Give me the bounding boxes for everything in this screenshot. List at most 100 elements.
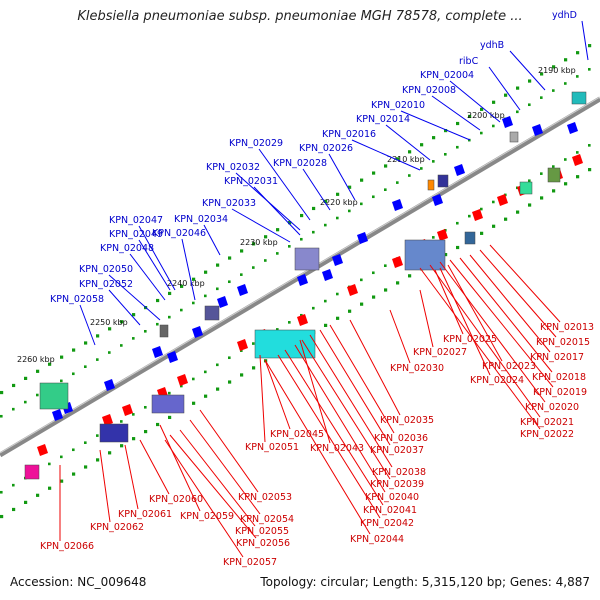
scale-tick-dot bbox=[168, 391, 171, 395]
scale-tick-dot bbox=[84, 365, 87, 368]
scale-tick-dot bbox=[480, 231, 484, 235]
upper-gene-leader bbox=[181, 238, 196, 301]
lower-gene-leader bbox=[164, 439, 244, 558]
scale-tick-dot bbox=[564, 182, 568, 186]
lower-gene-label: KPN_02038 bbox=[372, 467, 426, 478]
scale-tick-dot bbox=[336, 292, 339, 296]
scale-tick-dot bbox=[456, 145, 459, 149]
scale-tick-dot bbox=[324, 199, 328, 203]
scale-tick-dot bbox=[0, 390, 4, 395]
upper-gene-label: KPN_02052 bbox=[79, 279, 133, 290]
lower-gene-label: KPN_02066 bbox=[40, 541, 94, 552]
scale-tick-dot bbox=[564, 158, 567, 161]
upper-gene-label: KPN_02031 bbox=[224, 176, 278, 187]
upper-gene-leader bbox=[231, 208, 291, 243]
scale-tick-dot bbox=[204, 270, 208, 274]
lower-gene-label: KPN_02015 bbox=[536, 337, 590, 348]
scale-tick-dot bbox=[204, 370, 207, 374]
scale-tick-dot bbox=[588, 144, 591, 147]
scale-tick-dot bbox=[132, 413, 135, 416]
scale-tick-dot bbox=[372, 271, 375, 275]
upper-gene-label: KPN_02026 bbox=[299, 143, 353, 154]
lower-gene-label: KPN_02040 bbox=[365, 492, 419, 503]
scale-tick-dot bbox=[216, 263, 220, 267]
scale-tick-dot bbox=[576, 151, 579, 154]
lower-gene-leader bbox=[277, 354, 381, 519]
lower-gene-leader bbox=[459, 257, 553, 373]
lower-gene-leader bbox=[439, 267, 491, 376]
lower-gene-leader bbox=[439, 261, 546, 403]
forward-gene-arrow bbox=[52, 409, 63, 421]
upper-gene-label: ribC bbox=[459, 56, 479, 67]
scale-tick-dot bbox=[528, 103, 531, 107]
scale-tick-dot bbox=[96, 434, 99, 437]
lower-gene-label: KPN_02055 bbox=[235, 526, 289, 537]
scale-tick-dot bbox=[492, 200, 495, 204]
scale-tick-dot bbox=[504, 193, 507, 197]
lower-gene-leader bbox=[284, 349, 384, 506]
scale-tick-dot bbox=[204, 394, 208, 398]
gene-block bbox=[151, 394, 185, 414]
scale-tick-dot bbox=[552, 165, 555, 168]
lower-gene-label: KPN_02022 bbox=[520, 429, 574, 440]
scale-tick-dot bbox=[12, 383, 16, 388]
genome-backbone-highlight bbox=[0, 96, 600, 454]
forward-gene-arrow bbox=[322, 269, 333, 281]
forward-gene-arrow bbox=[502, 116, 513, 128]
scale-tick-dot bbox=[264, 235, 268, 239]
scale-tick-dot bbox=[336, 192, 340, 196]
map-title: Klebsiella pneumoniae subsp. pneumoniae … bbox=[77, 9, 523, 24]
scale-tick-dot bbox=[120, 444, 124, 448]
forward-gene-arrow bbox=[297, 274, 308, 286]
scale-tick-dot bbox=[108, 327, 112, 331]
forward-gene-arrow bbox=[392, 199, 403, 211]
forward-gene-arrow bbox=[432, 194, 443, 206]
gene-block bbox=[464, 231, 476, 245]
upper-gene-label: KPN_02047 bbox=[109, 215, 163, 226]
lower-gene-leader bbox=[259, 354, 266, 443]
scale-tick-dot bbox=[180, 384, 183, 388]
scale-tick-dot bbox=[348, 309, 352, 313]
scale-tick-dot bbox=[552, 65, 556, 69]
scale-tick-dot bbox=[120, 320, 124, 324]
upper-gene-label: KPN_02004 bbox=[420, 70, 474, 81]
scale-tick-dot bbox=[0, 490, 3, 494]
scale-tick-dot bbox=[588, 68, 591, 71]
lower-gene-label: KPN_02061 bbox=[118, 509, 172, 520]
accession-label: Accession: NC_009648 bbox=[10, 575, 147, 589]
upper-gene-leader bbox=[400, 110, 471, 141]
lower-gene-label: KPN_02056 bbox=[236, 538, 290, 549]
lower-gene-label: KPN_02030 bbox=[390, 363, 444, 374]
gene-block bbox=[404, 239, 446, 271]
scale-tick-dot bbox=[408, 150, 412, 154]
kbp-label: 2210 kbp bbox=[387, 155, 425, 164]
scale-tick-dot bbox=[192, 277, 196, 281]
lower-gene-label: KPN_02035 bbox=[380, 415, 434, 426]
scale-tick-dot bbox=[360, 178, 364, 182]
scale-tick-dot bbox=[300, 313, 303, 317]
lower-gene-leader bbox=[349, 319, 401, 416]
lower-gene-leader bbox=[294, 344, 386, 493]
scale-tick-dot bbox=[252, 266, 255, 269]
scale-tick-dot bbox=[120, 420, 123, 423]
forward-gene-arrow bbox=[357, 232, 368, 244]
upper-gene-leader bbox=[258, 148, 311, 221]
scale-tick-dot bbox=[432, 160, 435, 163]
lower-gene-leader bbox=[329, 324, 395, 434]
scale-tick-dot bbox=[96, 334, 100, 338]
upper-gene-leader bbox=[138, 239, 171, 291]
scale-tick-dot bbox=[264, 259, 267, 262]
upper-gene-leader bbox=[581, 20, 589, 61]
scale-tick-dot bbox=[348, 185, 352, 189]
scale-tick-dot bbox=[480, 207, 483, 211]
lower-gene-label: KPN_02041 bbox=[363, 505, 417, 516]
scale-tick-dot bbox=[312, 306, 315, 310]
lower-gene-leader bbox=[124, 444, 139, 510]
kbp-label: 2260 kbp bbox=[17, 355, 55, 364]
reverse-gene-arrow bbox=[347, 284, 358, 296]
scale-tick-dot bbox=[180, 284, 184, 288]
scale-tick-dot bbox=[252, 342, 255, 345]
lower-gene-leader bbox=[319, 329, 391, 446]
scale-tick-dot bbox=[468, 114, 472, 119]
upper-gene-label: KPN_02010 bbox=[371, 100, 425, 111]
